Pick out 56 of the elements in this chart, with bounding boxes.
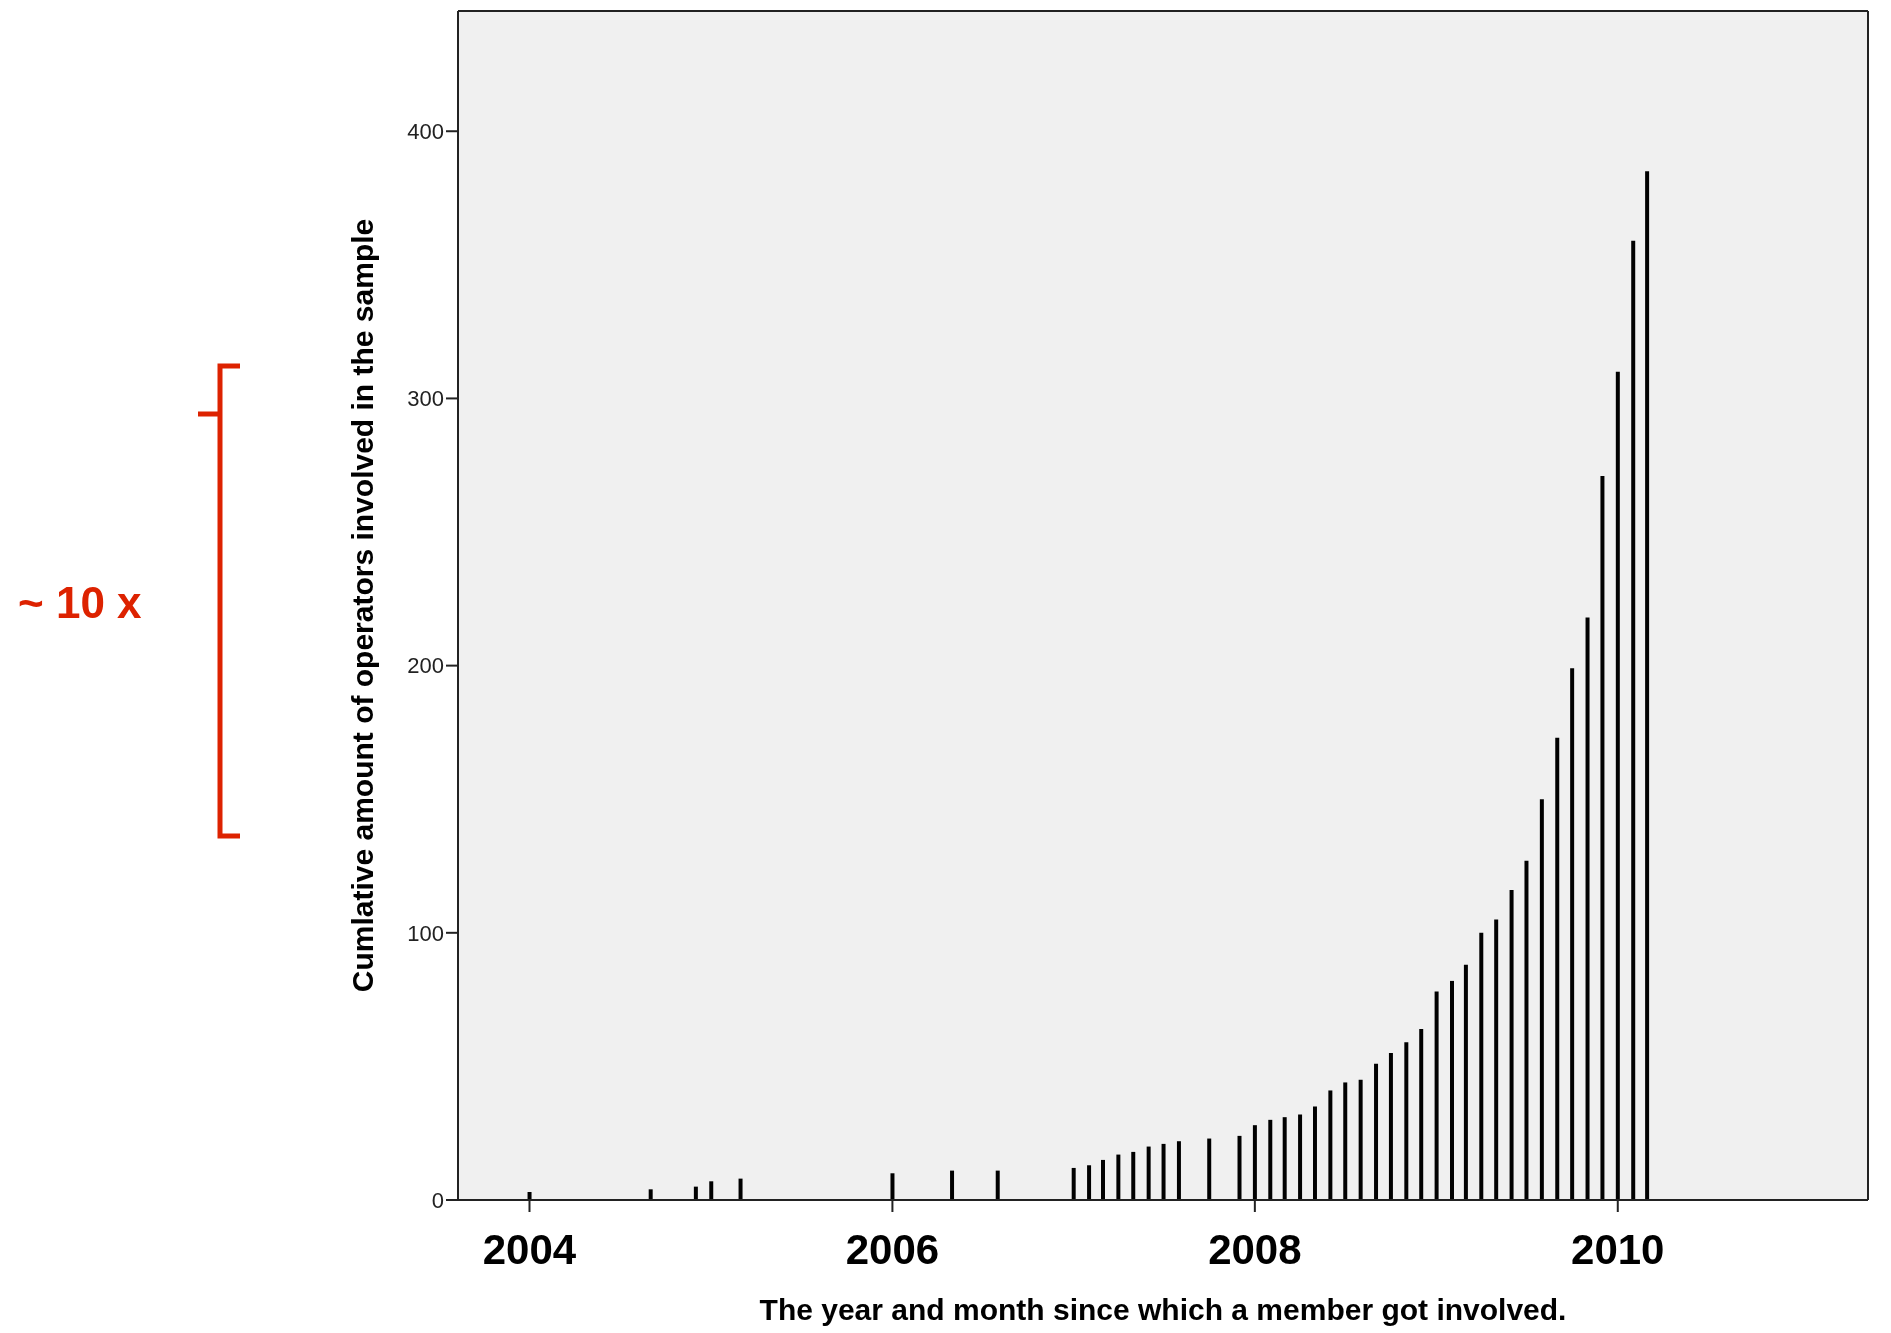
- bar: [995, 1170, 1000, 1200]
- bar: [1358, 1079, 1363, 1200]
- bar: [1450, 980, 1454, 1200]
- bar: [648, 1189, 653, 1200]
- bar: [950, 1170, 955, 1200]
- bar: [1282, 1117, 1287, 1200]
- bar: [1419, 1029, 1424, 1200]
- bar: [1479, 932, 1484, 1200]
- y-tick-label: 300: [407, 386, 444, 412]
- bar: [1600, 475, 1605, 1200]
- y-axis-title: Cumlative amount of operators involved in the sample: [345, 218, 379, 993]
- bar: [1631, 240, 1636, 1200]
- bar: [1161, 1143, 1166, 1200]
- bar: [1585, 617, 1590, 1200]
- bar: [1087, 1165, 1092, 1200]
- bar: [1570, 668, 1575, 1200]
- x-tick-label: 2006: [845, 1225, 940, 1273]
- y-tick-label: 100: [407, 920, 444, 946]
- bar: [1374, 1063, 1379, 1200]
- bar: [1539, 799, 1544, 1200]
- bar: [1463, 964, 1468, 1200]
- bar: [693, 1186, 698, 1200]
- bar: [709, 1181, 714, 1200]
- bar: [1312, 1106, 1317, 1200]
- x-tick-label: 2010: [1571, 1225, 1665, 1273]
- bar: [1100, 1159, 1105, 1200]
- bar: [890, 1173, 895, 1200]
- bar: [1615, 371, 1620, 1200]
- bar: [1434, 991, 1439, 1200]
- bar: [1555, 737, 1560, 1200]
- bar: [1146, 1146, 1151, 1200]
- y-tick-label: 200: [407, 653, 444, 679]
- bar: [1509, 890, 1514, 1200]
- bar: [1645, 171, 1650, 1200]
- bar: [1298, 1114, 1303, 1200]
- bar: [1268, 1119, 1273, 1200]
- bar: [1176, 1141, 1181, 1200]
- y-tick-label: 0: [431, 1187, 444, 1213]
- y-tick-label: 400: [407, 119, 444, 145]
- bar: [1328, 1090, 1333, 1200]
- x-tick-label: 2008: [1208, 1225, 1302, 1273]
- bar: [1207, 1138, 1212, 1200]
- text: ~ 10 x: [18, 578, 142, 628]
- bar: [1116, 1154, 1121, 1200]
- bar: [1237, 1135, 1242, 1200]
- x-tick-label: 2004: [482, 1225, 577, 1273]
- x-axis-title: The year and month since which a member got involved.: [759, 1293, 1567, 1326]
- bar: [1131, 1151, 1136, 1200]
- bar: [1388, 1053, 1393, 1200]
- bar: [738, 1178, 743, 1200]
- bar: [1252, 1125, 1257, 1200]
- bar: [1343, 1082, 1348, 1200]
- bar: [1494, 919, 1499, 1200]
- bar: [1524, 860, 1529, 1200]
- bar: [1404, 1042, 1409, 1200]
- bar: [1071, 1167, 1076, 1200]
